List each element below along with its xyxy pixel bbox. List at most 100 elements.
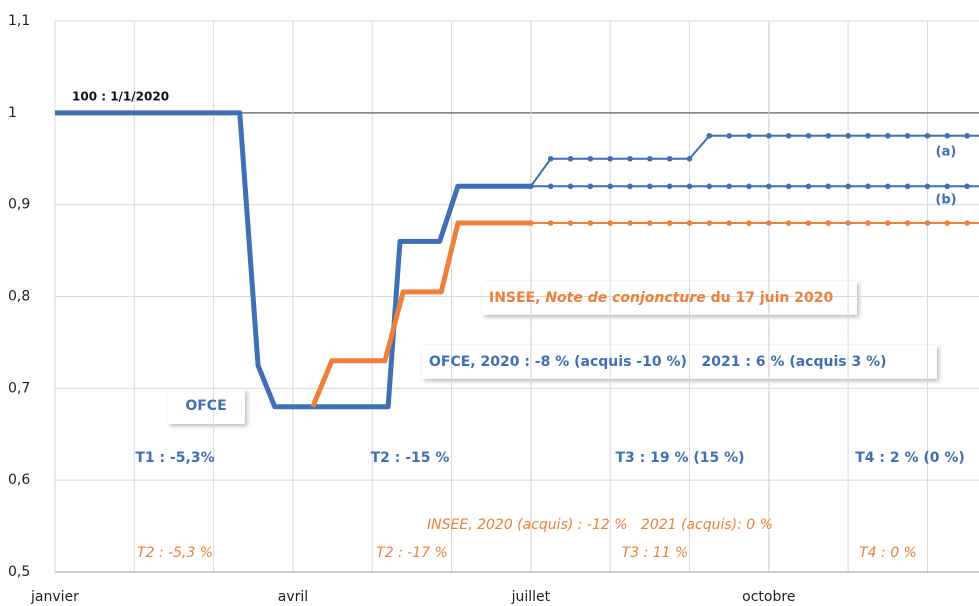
series-dot xyxy=(845,132,851,139)
series-dot xyxy=(706,220,713,226)
series-dot xyxy=(865,183,871,190)
annotation: T4 : 2 % (0 %) xyxy=(855,450,965,466)
series-dot xyxy=(805,183,812,190)
y-tick-label: 0,8 xyxy=(8,289,30,305)
insee-box-text: INSEE, Note de conjoncture du 17 juin 20… xyxy=(489,290,833,306)
series-dot xyxy=(746,132,752,139)
series-dot xyxy=(785,220,792,226)
ofce-box xyxy=(422,345,937,379)
series-dot xyxy=(785,183,792,190)
series-dot xyxy=(825,220,832,226)
series-dot xyxy=(904,183,911,190)
series-dot xyxy=(884,132,891,139)
series-dot xyxy=(785,132,792,139)
series-dot xyxy=(746,220,752,226)
series-dot xyxy=(686,183,693,190)
annotation: INSEE, 2020 (acquis) : -12 % 2021 (acqui… xyxy=(427,517,773,533)
series-dot xyxy=(666,155,673,162)
series-dot xyxy=(924,183,931,190)
annotation: OFCE xyxy=(185,398,226,414)
annotation: T2 : -17 % xyxy=(376,545,448,561)
series-dot xyxy=(607,220,613,226)
series-dot xyxy=(845,220,851,226)
series-label: (a) xyxy=(936,145,957,160)
series-dot xyxy=(647,220,653,226)
series-dot xyxy=(964,220,970,226)
series-dot xyxy=(666,220,673,226)
series-line xyxy=(310,220,531,408)
series-dot xyxy=(587,155,594,162)
series-dot xyxy=(924,220,931,226)
y-tick-label: 0,7 xyxy=(8,380,30,396)
annotation: T3 : 19 % (15 %) xyxy=(615,450,744,466)
annotation: T1 : -5,3% xyxy=(135,450,214,466)
series-dot xyxy=(904,220,911,226)
series-dot xyxy=(587,183,594,190)
series-dot xyxy=(746,183,752,190)
series-dot xyxy=(627,183,633,190)
text-part: Note de conjoncture xyxy=(545,290,705,306)
series-dot xyxy=(567,220,574,226)
y-tick-label: 1 xyxy=(8,105,17,121)
series-dot xyxy=(706,183,713,190)
series-dot xyxy=(647,155,653,162)
x-tick-label: octobre xyxy=(742,589,795,605)
series-dot xyxy=(944,183,951,190)
series-dot xyxy=(766,183,772,190)
series-dot xyxy=(964,132,970,139)
series-dot xyxy=(766,132,772,139)
text-part: INSEE, xyxy=(489,290,545,306)
series-line xyxy=(55,110,531,410)
series-dot xyxy=(547,183,554,190)
y-tick-label: 1,1 xyxy=(8,13,30,29)
annotation: T2 : -5,3 % xyxy=(137,545,213,561)
series-dot xyxy=(884,183,891,190)
series-dot xyxy=(825,183,832,190)
series-dot xyxy=(845,183,851,190)
series-dot xyxy=(567,155,574,162)
series-dot xyxy=(547,220,554,226)
series-dot xyxy=(805,132,812,139)
series-dot xyxy=(944,132,951,139)
series-dot xyxy=(607,155,613,162)
annotation: 100 : 1/1/2020 xyxy=(72,90,169,104)
series-dot xyxy=(627,220,633,226)
series-dot xyxy=(924,132,931,139)
series-dot xyxy=(944,220,951,226)
series-dot xyxy=(726,220,732,226)
series-dot xyxy=(647,183,653,190)
series-dot xyxy=(528,183,534,190)
annotation: T3 : 11 % xyxy=(622,545,689,561)
plot: 0,5 0,6 0,7 0,8 0,9 1 1,1 janvier avril juillet oc… xyxy=(8,13,979,605)
x-tick-label: janvier xyxy=(30,589,79,605)
series-dot xyxy=(607,183,613,190)
series-dot xyxy=(766,220,772,226)
x-tick-label: avril xyxy=(278,589,308,605)
series-dot xyxy=(547,155,554,162)
y-tick-label: 0,5 xyxy=(8,564,30,580)
series-dot xyxy=(587,220,594,226)
y-tick-label: 0,9 xyxy=(8,197,30,213)
insee-box xyxy=(482,281,857,315)
series-dot xyxy=(726,132,732,139)
series-dot xyxy=(865,220,871,226)
series-label: (b) xyxy=(935,193,956,208)
series-dot xyxy=(528,220,534,226)
series-dot xyxy=(627,155,633,162)
series-dot xyxy=(964,183,970,190)
series-dot xyxy=(706,132,713,139)
ofce-label-box xyxy=(168,389,245,424)
series-dot xyxy=(567,183,574,190)
y-tick-label: 0,6 xyxy=(8,472,30,488)
series-dot xyxy=(884,220,891,226)
series-dot xyxy=(865,132,871,139)
series-dot xyxy=(726,183,732,190)
series-dot xyxy=(666,183,673,190)
series-dot xyxy=(686,220,693,226)
text-part: du 17 juin 2020 xyxy=(706,290,834,306)
series-dot xyxy=(686,155,693,162)
annotation: T4 : 0 % xyxy=(859,545,917,561)
series-dot xyxy=(904,132,911,139)
series-dot xyxy=(805,220,812,226)
